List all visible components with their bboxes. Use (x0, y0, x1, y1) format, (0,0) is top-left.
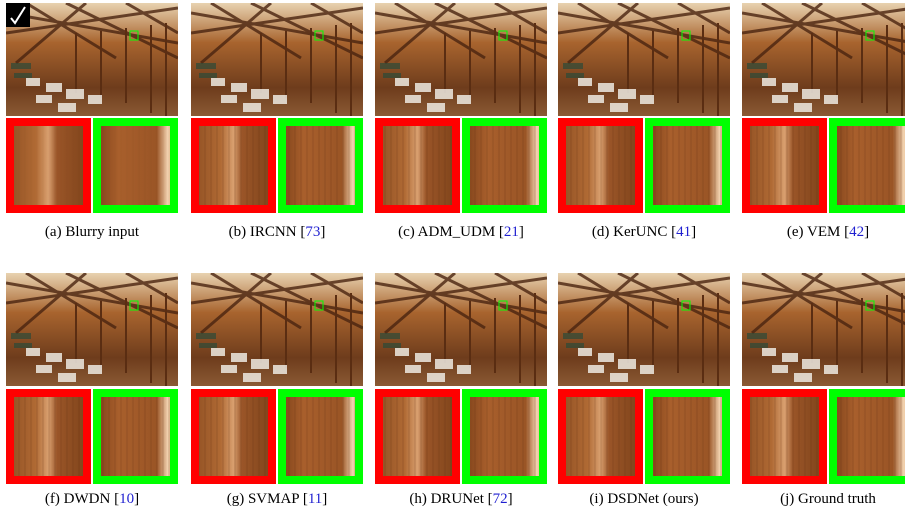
citation: 42 (849, 224, 864, 240)
caption-text: (j) Ground truth (780, 491, 876, 507)
caption-close: ] (508, 491, 513, 507)
caption-close: ] (864, 224, 869, 240)
crop-texture (93, 389, 178, 484)
caption-close: ] (691, 224, 696, 240)
scene-image (6, 273, 178, 386)
panel: (b) IRCNN [73] (191, 3, 363, 240)
crop-texture (645, 389, 730, 484)
caption-close: ] (322, 491, 327, 507)
crop-texture (6, 389, 91, 484)
crop-texture (375, 389, 460, 484)
caption: (a) Blurry input (45, 224, 140, 240)
crop-texture (742, 118, 827, 213)
caption-text: (c) ADM_UDM [ (398, 224, 504, 240)
caption-text: (h) DRUNet [ (409, 491, 492, 507)
crop-texture (462, 389, 547, 484)
citation: 10 (119, 491, 134, 507)
caption-text: (f) DWDN [ (45, 491, 119, 507)
crop-texture (645, 118, 730, 213)
scene-image (191, 3, 363, 116)
crop-texture (558, 118, 643, 213)
crop-texture (462, 118, 547, 213)
panel: (j) Ground truth (742, 273, 905, 507)
crop-texture (191, 389, 276, 484)
caption: (f) DWDN [10] (45, 491, 139, 507)
citation: 11 (308, 491, 322, 507)
caption: (c) ADM_UDM [21] (398, 224, 524, 240)
scene-image (6, 3, 178, 116)
scene-image (558, 3, 730, 116)
crop-texture (829, 389, 905, 484)
caption: (j) Ground truth (780, 491, 876, 507)
scene-image (191, 273, 363, 386)
caption-close: ] (519, 224, 524, 240)
crop-texture (278, 389, 363, 484)
scene-image (558, 273, 730, 386)
citation: 21 (504, 224, 519, 240)
scene-image (375, 3, 547, 116)
crop-texture (558, 389, 643, 484)
caption: (d) KerUNC [41] (592, 224, 696, 240)
crop-texture (742, 389, 827, 484)
panel: (a) Blurry input (6, 3, 178, 240)
panel: (e) VEM [42] (742, 3, 905, 240)
caption: (g) SVMAP [11] (227, 491, 328, 507)
caption-text: (b) IRCNN [ (229, 224, 306, 240)
citation: 72 (493, 491, 508, 507)
panel: (c) ADM_UDM [21] (375, 3, 547, 240)
caption: (e) VEM [42] (787, 224, 869, 240)
crop-texture (93, 118, 178, 213)
panel: (f) DWDN [10] (6, 273, 178, 507)
panel: (i) DSDNet (ours) (558, 273, 730, 507)
figure: (a) Blurry input(b) IRCNN [73](c) ADM_UD… (0, 0, 905, 517)
crop-texture (6, 118, 91, 213)
panel: (h) DRUNet [72] (375, 273, 547, 507)
crop-texture (191, 118, 276, 213)
scene-image (375, 273, 547, 386)
citation: 73 (305, 224, 320, 240)
check-icon (6, 3, 30, 27)
caption: (i) DSDNet (ours) (589, 491, 698, 507)
crop-texture (375, 118, 460, 213)
panel: (d) KerUNC [41] (558, 3, 730, 240)
caption-close: ] (320, 224, 325, 240)
caption-text: (g) SVMAP [ (227, 491, 308, 507)
caption-text: (e) VEM [ (787, 224, 849, 240)
caption-close: ] (134, 491, 139, 507)
caption-text: (a) Blurry input (45, 224, 140, 240)
crop-texture (829, 118, 905, 213)
citation: 41 (676, 224, 691, 240)
scene-image (742, 3, 905, 116)
caption-text: (i) DSDNet (ours) (589, 491, 698, 507)
caption-text: (d) KerUNC [ (592, 224, 676, 240)
crop-texture (278, 118, 363, 213)
caption: (b) IRCNN [73] (229, 224, 326, 240)
panel: (g) SVMAP [11] (191, 273, 363, 507)
scene-image (742, 273, 905, 386)
caption: (h) DRUNet [72] (409, 491, 512, 507)
